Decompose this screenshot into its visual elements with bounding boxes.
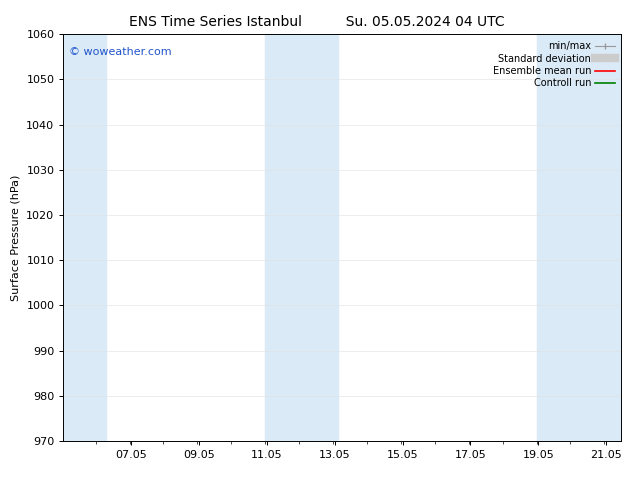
Y-axis label: Surface Pressure (hPa): Surface Pressure (hPa)	[11, 174, 21, 301]
Bar	[63, 34, 106, 441]
Bar	[265, 34, 338, 441]
Text: ENS Time Series Istanbul          Su. 05.05.2024 04 UTC: ENS Time Series Istanbul Su. 05.05.2024 …	[129, 15, 505, 29]
Text: © woweather.com: © woweather.com	[69, 47, 172, 56]
Legend: min/max, Standard deviation, Ensemble mean run, Controll run: min/max, Standard deviation, Ensemble me…	[491, 39, 616, 90]
Bar	[536, 34, 621, 441]
